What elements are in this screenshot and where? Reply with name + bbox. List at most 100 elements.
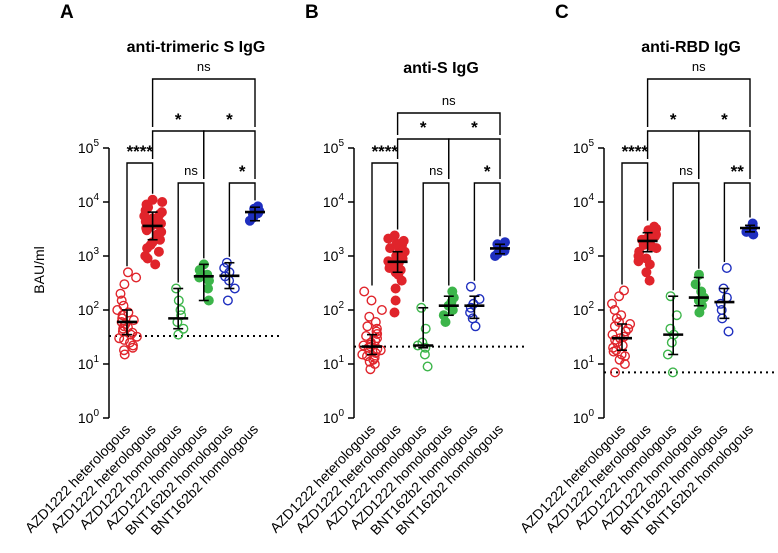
data-point [112, 305, 123, 316]
y-tick-label: 102 [323, 300, 345, 318]
data-point [616, 310, 627, 321]
data-point [618, 331, 629, 342]
data-point [119, 279, 130, 290]
data-point [118, 345, 129, 356]
data-point [370, 335, 381, 346]
data-point [419, 349, 430, 360]
panel-letter: B [305, 2, 319, 23]
data-point [222, 295, 233, 306]
data-point [119, 349, 130, 360]
significance-bracket [473, 182, 501, 281]
y-tick-label: 102 [573, 300, 595, 318]
data-point [156, 207, 167, 218]
data-point [369, 359, 380, 370]
significance-bracket [672, 182, 700, 291]
data-point [364, 311, 375, 322]
data-point [721, 263, 732, 274]
y-tick-label: 100 [573, 408, 595, 426]
significance-bracket [151, 78, 256, 127]
data-point [665, 323, 676, 334]
y-tick-label: 101 [573, 354, 595, 372]
data-point [376, 305, 387, 316]
panel-title: anti-RBD IgG [641, 39, 741, 56]
significance-bracket [203, 130, 256, 179]
data-point [116, 295, 127, 306]
data-point [420, 323, 431, 334]
y-axis-label: BAU/ml [31, 246, 47, 293]
y-tick-label: 105 [323, 138, 345, 156]
data-point [389, 307, 400, 318]
significance-bracket [723, 182, 751, 262]
significance-label: **** [372, 142, 399, 161]
data-point [390, 283, 401, 294]
significance-label: ns [184, 163, 198, 178]
y-tick-label: 102 [78, 300, 100, 318]
data-point [150, 259, 161, 270]
significance-label: * [420, 118, 427, 137]
data-point [690, 279, 701, 290]
data-point [623, 323, 634, 334]
significance-label: * [239, 162, 246, 181]
significance-bracket [448, 138, 501, 179]
significance-label: **** [622, 142, 649, 161]
data-point [389, 230, 400, 241]
data-point [422, 361, 433, 372]
data-point [153, 246, 164, 257]
data-point [474, 294, 485, 305]
data-point [219, 263, 230, 274]
y-tick-label: 105 [573, 138, 595, 156]
data-point [610, 367, 621, 378]
panel-letter: A [60, 2, 74, 23]
data-point [128, 315, 139, 326]
y-tick-label: 104 [78, 192, 100, 210]
significance-label: * [721, 110, 728, 129]
significance-bracket [422, 182, 450, 302]
significance-label: * [471, 118, 478, 137]
data-point [390, 295, 401, 306]
significance-bracket [177, 182, 205, 283]
data-point [644, 275, 655, 286]
y-tick-label: 100 [323, 408, 345, 426]
y-tick-label: 103 [323, 246, 345, 264]
significance-label: * [175, 110, 182, 129]
panel-letter: C [555, 2, 569, 23]
data-point [619, 285, 630, 296]
y-tick-label: 104 [323, 192, 345, 210]
significance-bracket [228, 182, 256, 257]
data-point [500, 237, 511, 248]
data-point [398, 235, 409, 246]
data-point [607, 298, 618, 309]
data-point [157, 196, 168, 207]
significance-bracket [646, 78, 751, 127]
y-tick-label: 101 [323, 354, 345, 372]
y-tick-label: 104 [573, 192, 595, 210]
significance-label: ns [692, 59, 706, 74]
significance-label: ** [731, 162, 745, 181]
data-point [468, 298, 479, 309]
y-tick-label: 101 [78, 354, 100, 372]
data-point [359, 286, 370, 297]
data-point [370, 317, 381, 328]
data-point [123, 307, 134, 318]
data-point [610, 334, 621, 345]
significance-label: ns [197, 59, 211, 74]
data-point [118, 300, 129, 311]
data-point [131, 272, 142, 283]
data-point [716, 305, 727, 316]
significance-bracket [396, 112, 501, 135]
data-point [362, 321, 373, 332]
data-point [649, 221, 660, 232]
y-tick-label: 100 [78, 408, 100, 426]
significance-label: * [670, 110, 677, 129]
data-point [723, 326, 734, 337]
y-tick-label: 103 [573, 246, 595, 264]
data-point [366, 295, 377, 306]
data-point [361, 331, 372, 342]
significance-label: ns [679, 163, 693, 178]
panel-c: C anti-RBD IgG 100101102103104105AZD1222… [517, 2, 776, 538]
data-point [447, 286, 458, 297]
data-point [127, 340, 138, 351]
data-point [609, 305, 620, 316]
significance-bracket [126, 162, 154, 267]
